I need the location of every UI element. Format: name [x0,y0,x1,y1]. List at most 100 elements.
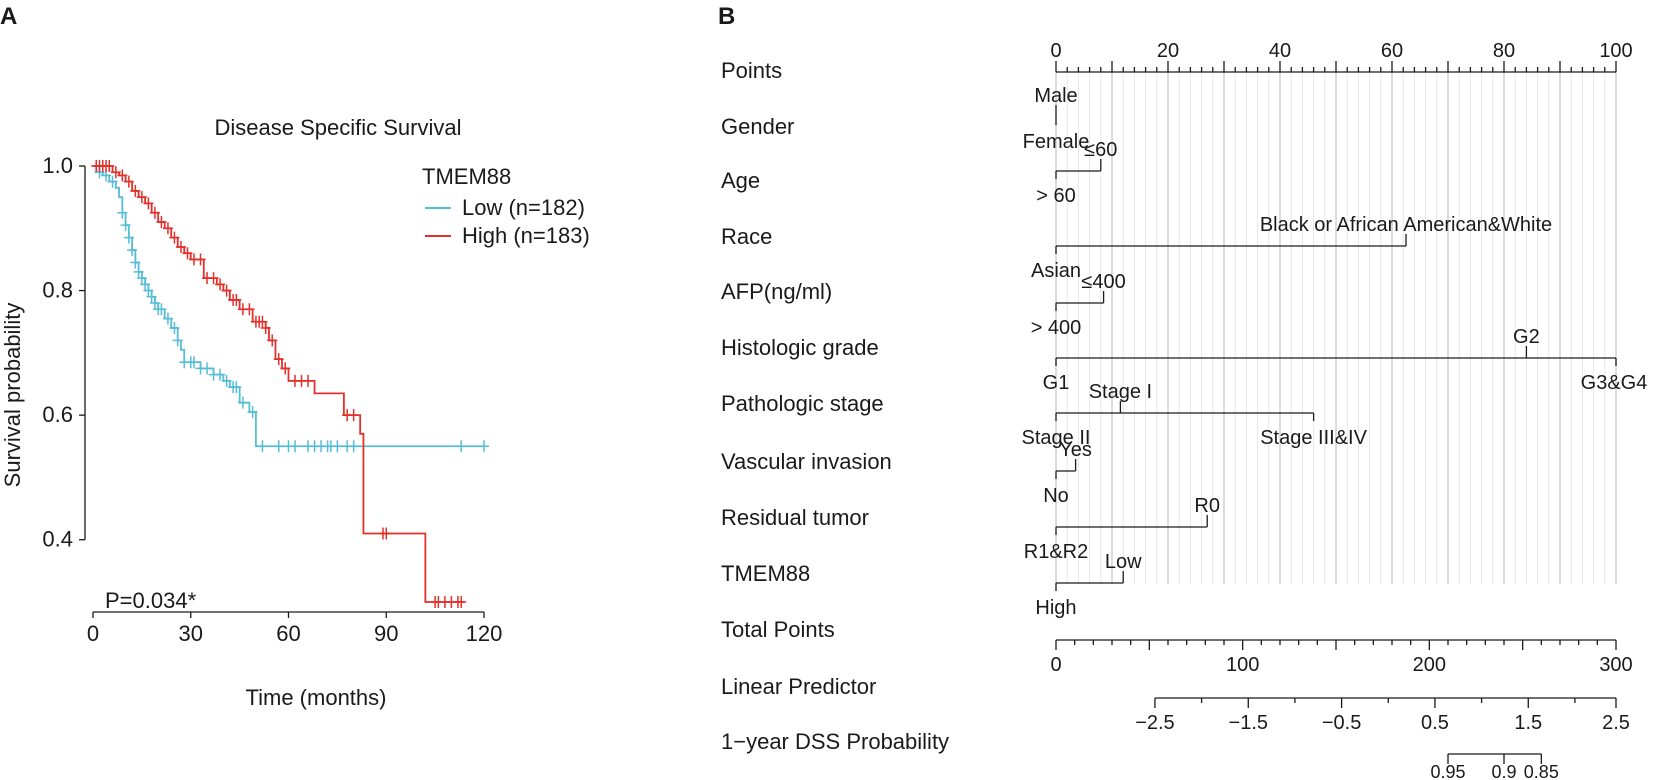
linear-predictor-tick-label: −1.5 [1229,712,1268,734]
nomogram-row-label: Linear Predictor [721,674,876,699]
km-series-0-censor-mark [130,256,141,269]
nomogram-row-label: Points [721,58,782,83]
variable-level-label: > 400 [1031,317,1082,339]
km-ylabel: Survival probability [0,303,25,488]
probability-tick-label: 0.85 [1524,762,1559,780]
linear-predictor-tick-label: 0.5 [1421,712,1449,734]
points-axis-tick-label: 0 [1050,40,1061,62]
km-x-tick-label: 60 [276,621,300,646]
nomogram-row-label: AFP(ng/ml) [721,279,832,304]
variable-level-label: Asian [1031,260,1081,282]
km-series-1-censor-mark [267,334,278,347]
km-y-tick-label: 0.8 [42,278,73,303]
km-series-1-line [93,165,465,603]
panel-b-label: B [718,3,735,30]
variable-level-label: Yes [1059,439,1092,461]
points-axis-tick-label: 20 [1157,40,1179,62]
km-series-0-censor-mark [156,303,167,316]
km-legend-title: TMEM88 [422,164,511,189]
nomogram-row-label: Total Points [721,617,835,642]
total-points-tick-label: 300 [1599,654,1632,676]
km-series-1-censor-mark [117,169,128,182]
variable-level-label: Black or African American&White [1260,214,1552,236]
variable-level-label: Female [1023,131,1090,153]
points-axis-tick-label: 100 [1599,40,1632,62]
km-legend-low-label: Low (n=182) [462,195,585,220]
km-series-1-censor-mark [143,197,154,210]
km-series-1-censor-mark [169,231,180,244]
km-series-1-censor-mark [231,293,242,306]
nomogram-row-label: Age [721,168,760,193]
km-x-tick-label: 120 [466,621,503,646]
km-series-1-censor-mark [123,175,134,188]
km-series [91,160,489,608]
km-series-1-censor-mark [244,303,255,316]
variable-level-label: Stage I [1089,381,1152,403]
km-series-1-censor-mark [348,409,359,422]
km-series-1-censor-mark [303,374,314,387]
points-axis-tick-label: 80 [1493,40,1515,62]
linear-predictor-tick-label: −0.5 [1322,712,1361,734]
km-x-tick-label: 0 [87,621,99,646]
variable-level-label: High [1035,597,1076,619]
km-legend: TMEM88 Low (n=182) High (n=183) [422,164,590,248]
km-series-0-censor-mark [189,356,200,369]
km-series-0-censor-mark [162,312,173,325]
variable-level-label: Stage II [1022,427,1091,449]
km-series-1-censor-mark [257,315,268,328]
km-series-1-censor-mark [156,216,167,229]
variable-level-label: ≤400 [1081,271,1125,293]
km-series-1-censor-mark [162,222,173,235]
panel-a-label: A [0,3,17,30]
variable-level-label: G1 [1043,372,1070,394]
km-series-1-censor-mark [195,253,206,266]
probability-tick-label: 0.95 [1430,762,1465,780]
variable-level-label: Low [1105,551,1142,573]
km-series-0-censor-mark [149,297,160,310]
nomogram-row-labels: Points Gender Age Race AFP(ng/ml) Histologic … [721,58,949,754]
km-series-1-censor-mark [260,321,271,334]
km-series-0-censor-mark [107,175,118,188]
variable-level-label: No [1043,485,1069,507]
km-xlabel: Time (months) [246,685,387,710]
km-series-0-censor-mark [247,406,258,419]
linear-predictor-tick-label: 1.5 [1514,712,1542,734]
nomogram-grid [1055,72,1617,584]
km-series-0-censor-mark [215,368,226,381]
km-y-tick-label: 0.6 [42,402,73,427]
total-points-tick-label: 200 [1413,654,1446,676]
variable-level-label: Male [1034,85,1077,107]
km-series-0-censor-mark [136,272,147,285]
km-series-1-censor-mark [104,160,115,172]
km-series-1-censor-mark [273,353,284,366]
km-series-1-censor-mark [456,596,467,608]
km-series-0-censor-mark [123,231,134,244]
km-series-0-censor-mark [146,290,157,303]
km-series-0-censor-mark [140,278,151,291]
km-series-0-censor-mark [169,321,180,334]
total-points-tick-label: 100 [1226,654,1259,676]
km-series-1-censor-mark [215,278,226,291]
km-annotation: P=0.034* [105,588,197,613]
probability-tick-label: 0.9 [1491,762,1516,780]
km-series-1-censor-mark [136,191,147,204]
variable-level-label: G2 [1513,326,1540,348]
km-legend-high-label: High (n=183) [462,223,590,248]
nomogram-row-label: Residual tumor [721,505,869,530]
km-series-0-censor-mark [127,244,138,257]
km-series-1-censor-mark [280,362,291,375]
km-series-0-censor-mark [479,440,489,453]
km-series-0-censor-mark [257,440,268,453]
variable-level-label: ≤60 [1084,139,1117,161]
km-series-0-censor-mark [290,440,301,453]
total-points-tick-label: 0 [1050,654,1061,676]
nomogram: Points Gender Age Race AFP(ng/ml) Histologic … [721,40,1647,780]
km-series-1-censor-mark [208,272,219,285]
nomogram-row-label: Gender [721,114,794,139]
km-series-0-censor-mark [202,362,213,375]
variable-level-label: G3&G4 [1581,372,1648,394]
km-series-1-censor-mark [182,247,193,260]
km-series-1-censor-mark [381,527,392,540]
km-series-1-censor-mark [221,284,232,297]
